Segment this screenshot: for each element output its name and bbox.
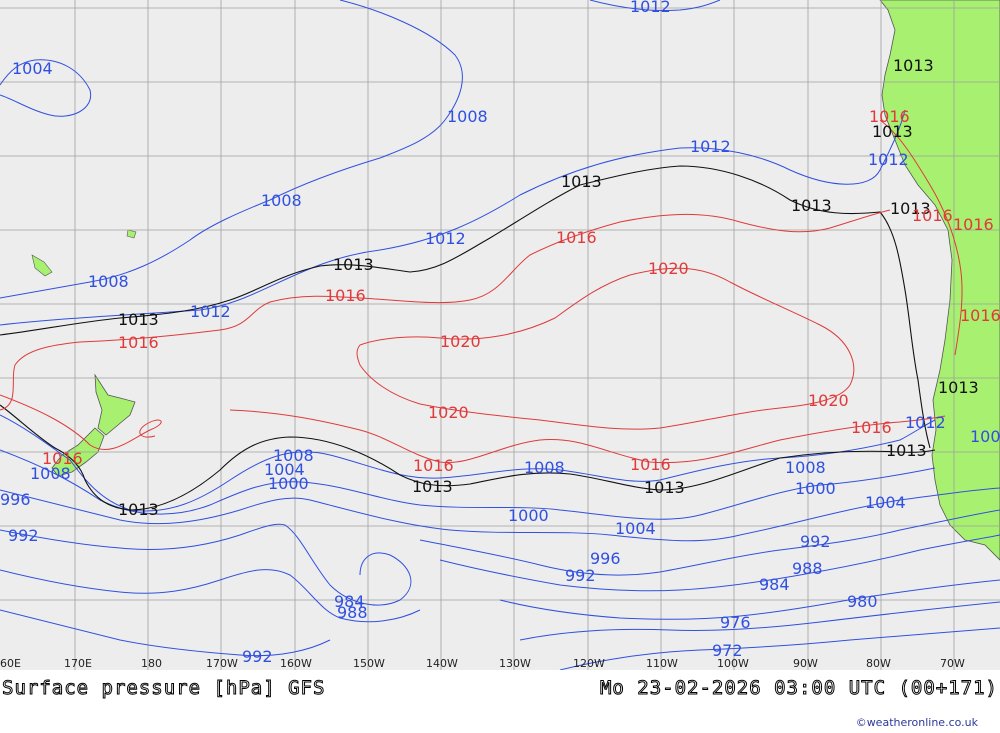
- isobar-labels: 1004 1008 1012 1008 1008 1012 1012 1012 …: [0, 0, 1000, 666]
- label-972: 972: [712, 641, 743, 660]
- credit-link[interactable]: ©weatheronline.co.uk: [855, 716, 978, 729]
- label-996-mid: 996: [590, 549, 621, 568]
- label-988-low: 988: [337, 603, 368, 622]
- label-1020-south: 1020: [428, 403, 469, 422]
- label-1016-north: 1016: [556, 228, 597, 247]
- map-svg: 1004 1008 1012 1008 1008 1012 1012 1012 …: [0, 0, 1000, 670]
- label-992-sw: 992: [242, 647, 273, 666]
- lon-label: 140W: [426, 657, 458, 670]
- label-1016-s1: 1016: [413, 456, 454, 475]
- label-1004-edge: 1004: [970, 427, 1000, 446]
- label-1016-andes3: 1016: [960, 306, 1000, 325]
- island-fiji: [31, 254, 53, 277]
- label-1013-mid: 1013: [333, 255, 374, 274]
- label-1013-north: 1013: [561, 172, 602, 191]
- label-1012-west: 1012: [190, 302, 231, 321]
- label-1008-nz: 1008: [30, 464, 71, 483]
- ocean: [0, 0, 1000, 670]
- label-1016-mid: 1016: [325, 286, 366, 305]
- lon-label: 80W: [866, 657, 891, 670]
- label-1016-andes: 1016: [912, 206, 953, 225]
- lon-label: 120W: [573, 657, 605, 670]
- lon-label: 60E: [0, 657, 21, 670]
- label-1016-nz: 1016: [42, 449, 83, 468]
- longitude-labels: 60E 170E 180 170W 160W 150W 140W 130W 12…: [0, 657, 965, 670]
- label-1012-coast: 1012: [868, 150, 909, 169]
- lon-label: 100W: [717, 657, 749, 670]
- label-1004-s2: 1004: [615, 519, 656, 538]
- valid-time: Mo 23-02-2026 03:00 UTC (00+171): [599, 677, 998, 700]
- label-1000-s2: 1000: [508, 506, 549, 525]
- label-1008-s2: 1008: [524, 458, 565, 477]
- label-1020-west: 1020: [440, 332, 481, 351]
- footer: [0, 670, 1000, 733]
- label-1013-chile: 1013: [938, 378, 979, 397]
- label-1012-east: 1012: [690, 137, 731, 156]
- label-996-west: 996: [0, 490, 31, 509]
- island-small: [126, 229, 137, 239]
- label-1000-s3: 1000: [795, 479, 836, 498]
- label-1008-mid: 1008: [261, 191, 302, 210]
- label-1013-south: 1013: [886, 441, 927, 460]
- label-1016-s2: 1016: [630, 455, 671, 474]
- label-1016-andes2: 1016: [953, 215, 994, 234]
- label-992-mid: 992: [565, 566, 596, 585]
- label-1013-coast2: 1013: [890, 199, 931, 218]
- label-1012-mid: 1012: [425, 229, 466, 248]
- lon-label: 130W: [499, 657, 531, 670]
- label-1004-nw: 1004: [12, 59, 53, 78]
- label-1020-east: 1020: [808, 391, 849, 410]
- label-984-east: 984: [759, 575, 790, 594]
- label-1013-nz: 1013: [118, 500, 159, 519]
- label-984-low: 984: [334, 592, 365, 611]
- label-1016-coast: 1016: [869, 107, 910, 126]
- pressure-map: 1004 1008 1012 1008 1008 1012 1012 1012 …: [0, 0, 1000, 670]
- label-1013-s1: 1013: [412, 477, 453, 496]
- new-zealand-north-island: [94, 373, 136, 436]
- isobar-standard: [0, 165, 936, 511]
- label-1013-s2: 1013: [644, 478, 685, 497]
- label-1004-s3: 1004: [865, 493, 906, 512]
- isobars-low: [0, 0, 1000, 670]
- lon-label: 90W: [793, 657, 818, 670]
- lon-label: 160W: [280, 657, 312, 670]
- label-1008-s1: 1008: [273, 446, 314, 465]
- label-992-west: 992: [8, 526, 39, 545]
- label-1013-east: 1013: [791, 196, 832, 215]
- label-1012-top: 1012: [630, 0, 671, 16]
- label-980-east: 980: [847, 592, 878, 611]
- label-988-east: 988: [792, 559, 823, 578]
- label-1016-west: 1016: [118, 333, 159, 352]
- label-1013-ne: 1013: [893, 56, 934, 75]
- label-1020-north: 1020: [648, 259, 689, 278]
- lon-label: 110W: [646, 657, 678, 670]
- lon-label: 170E: [64, 657, 92, 670]
- lon-label: 70W: [940, 657, 965, 670]
- map-title: Surface pressure [hPa] GFS: [1, 677, 326, 700]
- isobars-high: [0, 119, 963, 464]
- lon-label: 170W: [206, 657, 238, 670]
- label-1004-s1: 1004: [264, 460, 305, 479]
- label-1000-s1: 1000: [268, 474, 309, 493]
- label-1008-north: 1008: [447, 107, 488, 126]
- lon-label: 150W: [353, 657, 385, 670]
- lon-label: 180: [141, 657, 162, 670]
- label-1012-south: 1012: [905, 413, 946, 432]
- label-992-east: 992: [800, 532, 831, 551]
- label-1008-west: 1008: [88, 272, 129, 291]
- label-1008-s3: 1008: [785, 458, 826, 477]
- label-1013-west: 1013: [118, 310, 159, 329]
- graticule: [0, 0, 1000, 670]
- label-1013-coast: 1013: [872, 122, 913, 141]
- label-1016-south: 1016: [851, 418, 892, 437]
- label-976: 976: [720, 613, 751, 632]
